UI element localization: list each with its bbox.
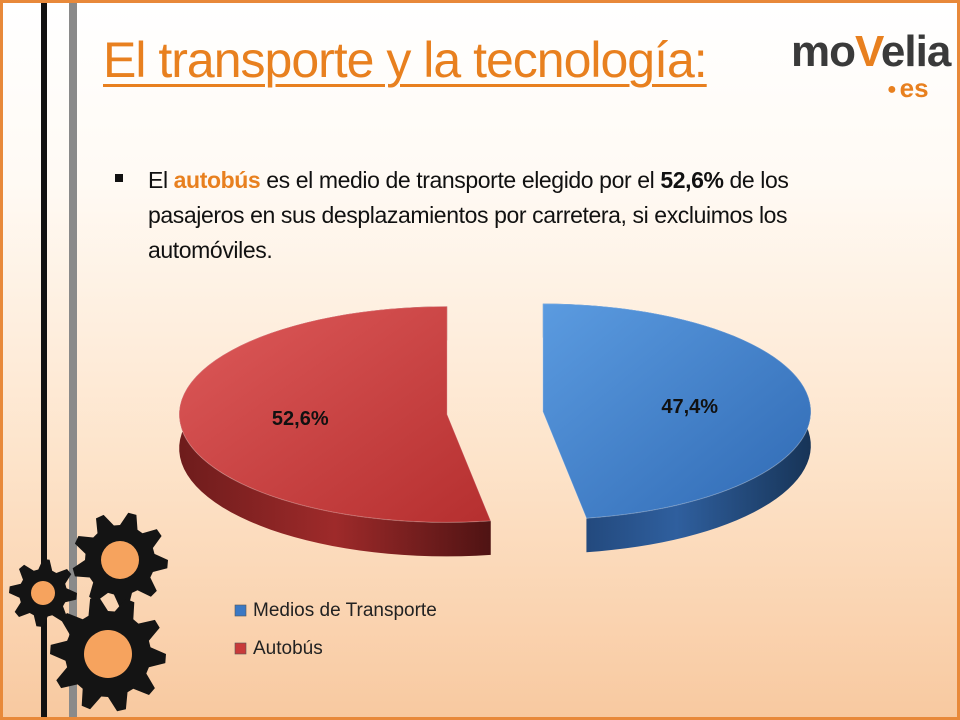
gear-icon-large	[50, 596, 166, 712]
gear-icon-top	[72, 512, 168, 608]
decorative-line-gray	[69, 3, 77, 717]
logo-word: moVelia	[791, 27, 951, 76]
legend-label: Autobús	[253, 638, 323, 659]
legend-label: Medios de Transporte	[253, 600, 437, 621]
gears-decoration	[9, 512, 168, 712]
slide-title: El transporte y la tecnología:	[103, 32, 708, 88]
pie-slice-medios-de-transporte: 47,4%	[542, 303, 812, 553]
pie-data-label: 52,6%	[272, 408, 329, 430]
pie-slice-top	[542, 303, 812, 519]
highlight-autobus: autobús	[173, 167, 261, 193]
gear-icon-small	[9, 559, 77, 627]
bullet-marker-icon	[115, 174, 123, 182]
legend-entry: Autobús	[234, 638, 323, 659]
movelia-logo: moVelia es	[791, 27, 951, 107]
highlight-percent: 52,6%	[660, 167, 724, 193]
pie-slice-autobus: 52,6%	[178, 305, 492, 557]
legend-swatch	[234, 642, 247, 655]
decorative-line-black	[41, 3, 47, 717]
logo-suffix: es	[887, 73, 929, 104]
legend-entry: Medios de Transporte	[234, 600, 437, 621]
bullet-item: El autobús es el medio de transporte ele…	[115, 163, 845, 268]
bullet-text: El autobús es el medio de transporte ele…	[148, 167, 789, 263]
pie-chart: 47,4% 52,6% Medios de Transporte Autobús	[178, 303, 812, 659]
pie-slice-top	[178, 305, 492, 523]
pie-data-label: 47,4%	[661, 396, 718, 418]
legend-swatch	[234, 604, 247, 617]
